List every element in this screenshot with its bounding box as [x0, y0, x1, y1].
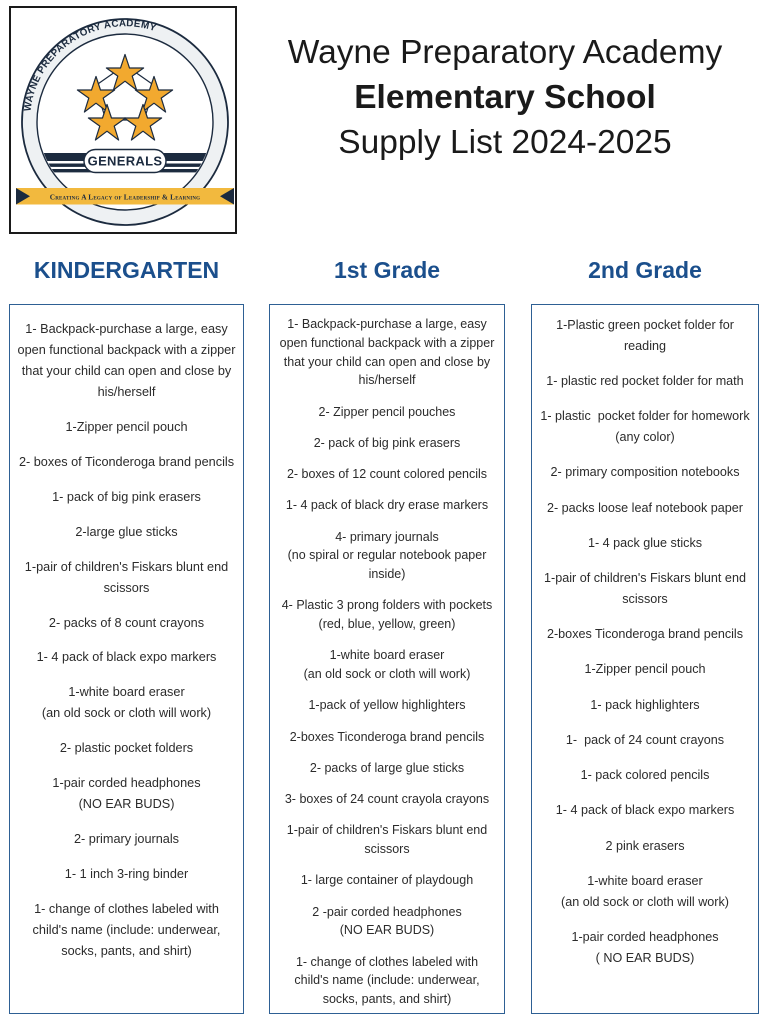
svg-text:GENERALS: GENERALS: [88, 154, 163, 169]
svg-text:Creating A Legacy of Leadershi: Creating A Legacy of Leadership & Learni…: [50, 193, 201, 202]
